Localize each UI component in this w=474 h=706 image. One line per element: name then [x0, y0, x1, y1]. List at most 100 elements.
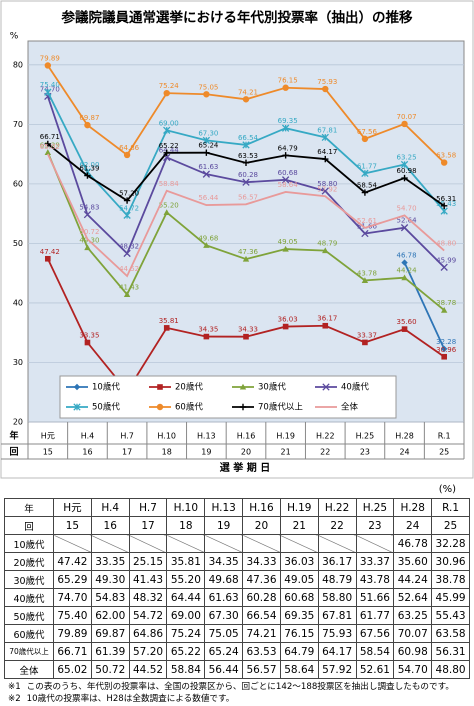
- data-label: 45.99: [436, 256, 456, 264]
- marker: [123, 291, 131, 297]
- x-tick-label: 20: [241, 448, 251, 457]
- marker: [361, 135, 369, 143]
- data-label: 33.35: [79, 332, 99, 340]
- data-label: 57.20: [119, 190, 139, 198]
- table-cell: H.10: [166, 498, 206, 517]
- x-tick-label: H.16: [237, 432, 256, 441]
- table-row: 10歳代 46.78 32.28: [4, 534, 470, 553]
- data-label: 63.58: [436, 152, 456, 160]
- table-cell: [317, 534, 357, 553]
- table-cell: 47.36: [242, 570, 281, 589]
- table-cell: 48.32: [128, 588, 168, 607]
- data-label: 67.56: [357, 128, 378, 136]
- table-cell: 62.00: [90, 606, 130, 625]
- table-cell: 64.86: [128, 624, 168, 643]
- data-label: 33.37: [357, 331, 377, 339]
- table-cell: 17: [128, 516, 168, 535]
- data-label: 48.32: [119, 242, 139, 250]
- marker: [440, 307, 448, 313]
- data-label: 66.71: [40, 133, 60, 141]
- marker: [203, 242, 210, 248]
- data-label: 63.53: [238, 152, 258, 160]
- table-cell: 65.24: [204, 642, 244, 661]
- table-cell: 63.58: [431, 624, 470, 643]
- table-cell: 52.64: [393, 588, 433, 607]
- marker: [242, 96, 250, 103]
- data-label: 66.54: [238, 134, 259, 142]
- data-label: 36.03: [278, 316, 298, 324]
- table-cell: 63.25: [393, 606, 433, 625]
- data-label: 69.35: [278, 117, 298, 125]
- data-label: 75.24: [159, 82, 180, 90]
- table-cell: 64.79: [279, 642, 319, 661]
- table-cell: [204, 534, 244, 553]
- x-tick-label: 24: [399, 448, 409, 457]
- marker: [361, 189, 369, 196]
- table-cell: 41.43: [128, 570, 168, 589]
- data-table: 年 H元 H.4 H.7 H.10 H.13 H.16 H.19 H.22 H.25 H.28 R.1…: [4, 498, 470, 679]
- x-tick-label: H.4: [81, 432, 95, 441]
- table-cell: 46.78: [393, 534, 433, 553]
- table-cell: 56.31: [431, 642, 470, 661]
- legend: 10歳代 20歳代 30歳代 40歳代 50歳代 60歳代 70歳代以上 全体: [59, 375, 397, 419]
- data-label: 57.92: [317, 185, 337, 193]
- data-label: 62.00: [79, 161, 99, 169]
- marker: [163, 325, 170, 331]
- notes: ※1 この表のうち、年代別の投票率は、全国の投票区から、回ごとに142～188投票…: [8, 681, 470, 705]
- data-label: 65.24: [198, 142, 219, 150]
- marker: [84, 121, 91, 129]
- table-cell: 33.37: [355, 552, 395, 571]
- marker: [440, 263, 448, 271]
- marker: [361, 169, 369, 177]
- marker: [441, 353, 447, 360]
- data-label: 64.17: [317, 148, 337, 156]
- table-cell: 55.43: [431, 606, 470, 625]
- marker: [123, 151, 131, 159]
- table-cell: 61.63: [204, 588, 244, 607]
- table-cell: 67.30: [204, 606, 244, 625]
- x-tick-label: 16: [82, 448, 92, 457]
- data-label: 60.28: [238, 171, 258, 179]
- data-label: 64.86: [119, 144, 140, 152]
- data-label: 47.42: [40, 248, 60, 256]
- data-label: 69.00: [159, 119, 179, 127]
- table-cell: 33.35: [90, 552, 130, 571]
- table-cell: 54.83: [90, 588, 130, 607]
- table-cell: 54.72: [128, 606, 168, 625]
- data-label: 54.83: [79, 204, 99, 212]
- data-label: 58.64: [278, 181, 299, 189]
- legend-label: 30歳代: [258, 382, 286, 393]
- x-tick-label: H.10: [157, 432, 176, 441]
- marker: [163, 209, 170, 216]
- data-label: 64.79: [278, 144, 298, 152]
- marker: [401, 326, 408, 332]
- marker: [242, 255, 250, 262]
- table-row: 40歳代 74.70 54.83 48.32 64.44 61.63 60.28 60.68 5…: [4, 588, 470, 607]
- table-cell: H.25: [355, 498, 395, 517]
- table-cell: [53, 534, 92, 553]
- table-cell: 38.78: [431, 570, 470, 589]
- data-label: 35.60: [397, 318, 417, 326]
- legend-label: 全体: [341, 402, 359, 413]
- series-line: [403, 262, 445, 350]
- table-row: 回 15 16 17 18 19 20 21 22 23 24 25: [4, 516, 470, 535]
- x-tick-label: 18: [162, 448, 172, 457]
- data-label: 41.43: [119, 283, 139, 291]
- marker: [321, 133, 329, 142]
- marker: [202, 136, 211, 145]
- marker: [400, 160, 409, 169]
- note-mark: ※2: [8, 694, 21, 704]
- table-cell: 32.28: [431, 534, 470, 553]
- table-cell: 66.71: [53, 642, 92, 661]
- table-cell: 70.07: [393, 624, 433, 643]
- row-label: 回: [9, 447, 18, 458]
- marker: [203, 149, 210, 156]
- marker: [281, 176, 290, 184]
- data-label: 70.07: [397, 113, 417, 121]
- marker: [239, 383, 247, 390]
- table-unit: (%): [438, 484, 456, 495]
- legend-label: 10歳代: [92, 382, 120, 393]
- data-label: 65.22: [159, 142, 179, 150]
- table-cell: 66.54: [242, 606, 281, 625]
